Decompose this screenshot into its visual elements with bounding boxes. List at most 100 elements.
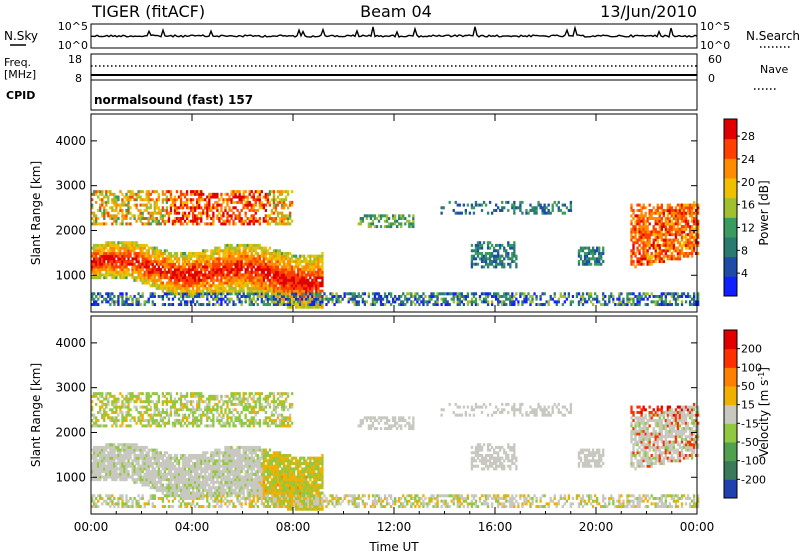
power-cell (394, 294, 397, 298)
power-cell (93, 257, 96, 261)
power-cell (216, 206, 219, 210)
power-cell (488, 262, 492, 266)
velocity-cell (141, 400, 144, 404)
power-cell (321, 303, 324, 307)
power-cell (654, 246, 657, 250)
power-cell (531, 208, 534, 212)
velocity-cell (107, 445, 110, 449)
power-cell (220, 217, 223, 221)
power-cell (135, 303, 138, 307)
power-cell (690, 208, 694, 212)
power-cell (107, 265, 110, 269)
velocity-cell (133, 394, 136, 398)
power-cell (280, 289, 284, 293)
power-cell (171, 289, 175, 293)
power-cell (497, 243, 500, 247)
power-cell (179, 195, 183, 199)
power-cell (137, 262, 140, 266)
velocity-cell (109, 453, 112, 457)
power-cell (632, 251, 635, 255)
power-cell (228, 214, 231, 218)
power-cell (282, 281, 286, 285)
power-cell (149, 276, 152, 280)
power-cell (319, 257, 322, 261)
velocity-cell (91, 499, 94, 503)
power-cell (187, 286, 191, 290)
power-cell (189, 284, 193, 288)
power-cell (280, 192, 284, 196)
power-cell (119, 260, 122, 264)
power-cell (684, 251, 688, 255)
power-cell (650, 214, 653, 218)
power-cell (638, 243, 641, 247)
velocity-cell (147, 470, 150, 474)
power-cell (284, 262, 288, 266)
power-cell (565, 297, 569, 301)
power-cell (165, 190, 169, 194)
velocity-cell (123, 464, 126, 468)
power-cell (226, 278, 229, 282)
power-cell (212, 192, 215, 196)
velocity-cell (153, 413, 156, 417)
power-cell (169, 260, 173, 264)
power-cell (200, 195, 203, 199)
power-cell (214, 200, 217, 204)
power-cell (274, 251, 278, 255)
power-cell (343, 294, 346, 298)
power-cell (220, 297, 223, 301)
power-cell (301, 284, 304, 288)
velocity-cell (109, 494, 112, 498)
power-colorbar-label: 16 (741, 199, 755, 212)
power-cell (690, 230, 694, 234)
power-cell (198, 262, 201, 266)
power-cell (214, 268, 217, 272)
power-cell (181, 286, 185, 290)
power-cell (284, 203, 288, 207)
power-cell (398, 217, 401, 221)
velocity-cell (109, 505, 112, 509)
power-cell (242, 273, 245, 277)
velocity-cell (147, 475, 150, 479)
velocity-cell (91, 505, 94, 509)
cpid-label: CPID (6, 89, 35, 102)
power-cell (664, 251, 667, 255)
power-cell (321, 276, 324, 280)
power-cell (236, 262, 239, 266)
power-cell (408, 297, 411, 301)
velocity-cell (113, 421, 116, 425)
power-cell (280, 281, 284, 285)
velocity-cell (93, 467, 96, 471)
power-ytick-label: 4000 (55, 134, 86, 148)
power-cell (151, 265, 154, 269)
power-cell (246, 246, 249, 250)
power-cell (363, 292, 367, 296)
power-cell (115, 276, 118, 280)
power-cell (630, 230, 633, 234)
power-cell (682, 208, 686, 212)
power-cell (220, 270, 223, 274)
power-cell (288, 257, 292, 261)
power-cell (694, 225, 698, 229)
power-cell (587, 246, 591, 250)
power-cell (569, 303, 573, 307)
power-cell (145, 243, 148, 247)
power-cell (381, 214, 385, 218)
power-cell (276, 260, 280, 264)
power-cell (159, 286, 162, 290)
power-cell (297, 294, 300, 298)
power-cell (305, 300, 308, 304)
power-cell (175, 208, 179, 212)
velocity-cell (111, 467, 114, 471)
power-cell (101, 273, 104, 277)
power-cell (286, 265, 290, 269)
power-cell (204, 222, 207, 226)
power-cell (495, 203, 498, 207)
power-cell (99, 270, 102, 274)
power-cell (196, 251, 199, 255)
power-cell (266, 192, 270, 196)
power-cell (686, 233, 690, 237)
power-cell (224, 265, 227, 269)
power-cell (141, 249, 144, 253)
power-cell (163, 257, 167, 261)
power-cell (210, 195, 213, 199)
